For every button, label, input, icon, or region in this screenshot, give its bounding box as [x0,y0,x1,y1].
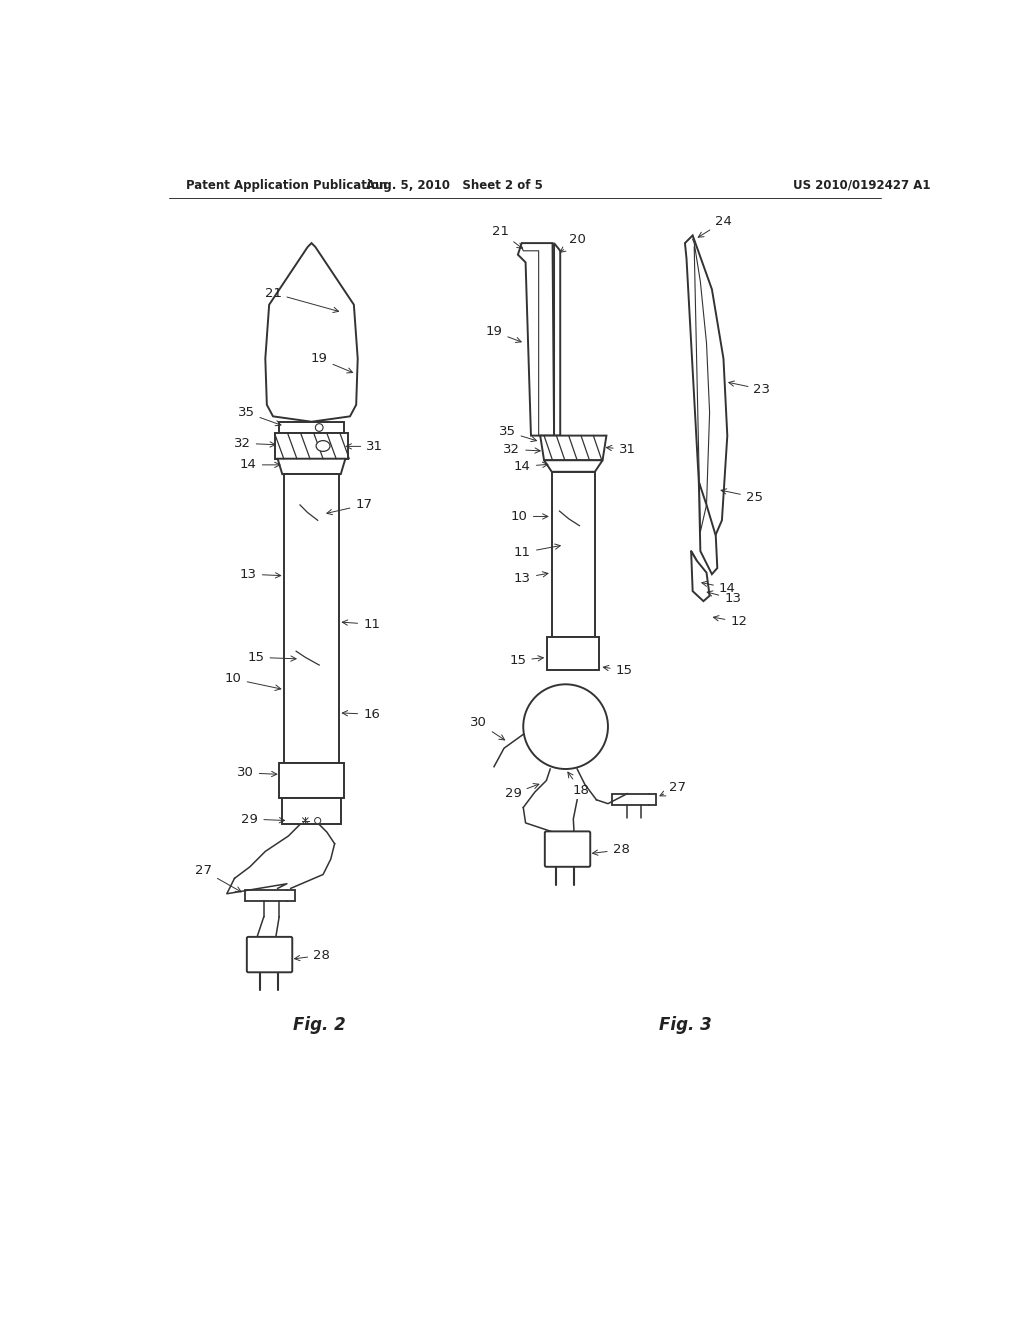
Text: 15: 15 [603,664,633,677]
Circle shape [314,817,321,824]
Text: 14: 14 [701,581,736,594]
Text: 21: 21 [264,286,339,313]
Polygon shape [280,422,344,433]
Text: 14: 14 [240,458,280,471]
Text: Fig. 3: Fig. 3 [658,1015,712,1034]
Text: 20: 20 [560,232,586,252]
Text: 27: 27 [196,865,242,892]
Text: 13: 13 [514,572,548,585]
Text: 18: 18 [568,772,590,797]
Text: 35: 35 [238,407,281,426]
Polygon shape [685,235,727,544]
Text: 35: 35 [499,425,537,442]
Polygon shape [283,797,341,825]
Polygon shape [544,461,602,471]
Text: 11: 11 [514,544,560,560]
Text: 16: 16 [342,708,380,721]
Text: 32: 32 [503,444,541,455]
Text: 28: 28 [295,949,330,962]
Text: 30: 30 [237,767,276,779]
Text: 25: 25 [721,488,763,504]
Polygon shape [547,638,599,671]
Polygon shape [518,243,554,436]
Text: 19: 19 [485,325,521,342]
Polygon shape [284,474,339,763]
Polygon shape [541,436,606,461]
Text: 15: 15 [509,653,544,667]
Polygon shape [280,763,344,797]
Text: 29: 29 [505,784,539,800]
Text: US 2010/0192427 A1: US 2010/0192427 A1 [793,178,930,191]
Ellipse shape [316,441,330,451]
Text: 19: 19 [310,352,352,374]
Text: 32: 32 [233,437,275,450]
Circle shape [315,424,323,432]
Polygon shape [265,243,357,422]
Text: 12: 12 [714,615,748,628]
Text: 23: 23 [729,381,770,396]
Text: 27: 27 [659,781,686,796]
Polygon shape [274,433,348,459]
Text: 30: 30 [470,717,505,741]
Polygon shape [278,459,345,474]
Text: 13: 13 [240,568,281,581]
Text: 15: 15 [248,651,296,664]
Text: Patent Application Publication: Patent Application Publication [186,178,387,191]
Text: 31: 31 [346,440,383,453]
Text: Aug. 5, 2010   Sheet 2 of 5: Aug. 5, 2010 Sheet 2 of 5 [366,178,543,191]
Polygon shape [552,471,595,638]
FancyBboxPatch shape [247,937,292,973]
Text: 28: 28 [593,843,630,857]
Text: 29: 29 [242,813,285,825]
Text: 14: 14 [514,459,548,473]
Circle shape [523,684,608,770]
Polygon shape [691,552,710,601]
Text: 31: 31 [606,444,636,455]
Text: 10: 10 [224,672,242,685]
FancyBboxPatch shape [545,832,590,867]
Text: Fig. 2: Fig. 2 [293,1015,345,1034]
Polygon shape [698,482,717,574]
Polygon shape [554,243,560,436]
Text: 13: 13 [708,591,741,606]
Text: 24: 24 [698,215,732,238]
Text: 17: 17 [327,499,373,515]
Text: 11: 11 [342,618,380,631]
Text: 10: 10 [511,510,548,523]
Text: 21: 21 [492,224,522,248]
